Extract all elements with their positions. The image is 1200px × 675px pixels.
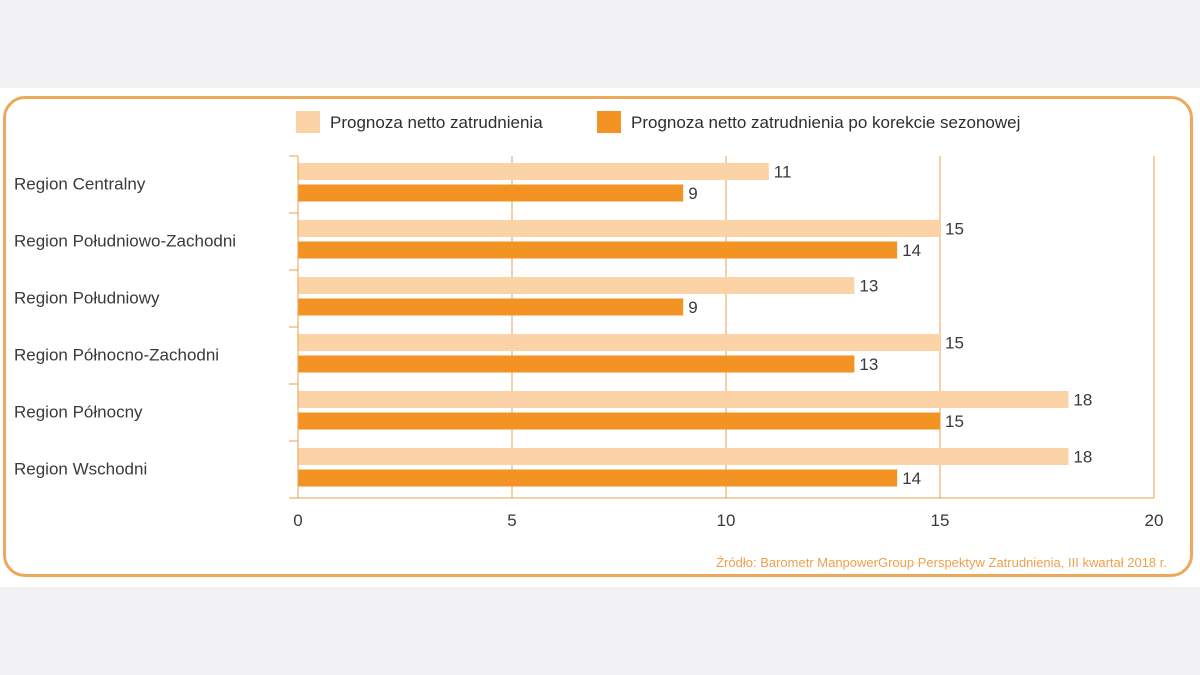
legend-swatch-1 — [296, 111, 320, 133]
bar-1-3 — [298, 277, 855, 294]
x-tick-label-10: 10 — [717, 511, 736, 530]
bar-2-2 — [298, 241, 898, 259]
value-label-1-2: 15 — [945, 220, 964, 239]
bar-2-6 — [298, 469, 898, 487]
value-label-1-3: 13 — [859, 277, 878, 296]
value-label-2-4: 13 — [859, 355, 878, 374]
value-label-2-6: 14 — [902, 469, 921, 488]
value-label-2-3: 9 — [688, 298, 697, 317]
value-label-2-2: 14 — [902, 241, 921, 260]
value-label-2-1: 9 — [688, 184, 697, 203]
bar-1-6 — [298, 448, 1069, 465]
value-label-1-5: 18 — [1073, 391, 1092, 410]
bar-1-5 — [298, 391, 1069, 408]
bar-2-1 — [298, 184, 684, 202]
x-tick-label-15: 15 — [931, 511, 950, 530]
bar-2-5 — [298, 412, 940, 430]
category-label-4: Region Północno-Zachodni — [14, 346, 219, 365]
x-tick-label-20: 20 — [1145, 511, 1164, 530]
source-note: Źródło: Barometr ManpowerGroup Perspekty… — [716, 555, 1167, 570]
value-label-2-5: 15 — [945, 412, 964, 431]
legend-swatch-2 — [597, 111, 621, 133]
bar-1-4 — [298, 334, 940, 351]
bar-1-2 — [298, 220, 940, 237]
category-label-3: Region Południowy — [14, 289, 160, 308]
value-label-1-4: 15 — [945, 334, 964, 353]
bar-chart: 11 9 Region Centralny 15 14 Region Południowo… — [14, 111, 1167, 570]
category-label-2: Region Południowo-Zachodni — [14, 232, 236, 251]
bar-2-3 — [298, 298, 684, 316]
category-label-6: Region Wschodni — [14, 460, 147, 479]
category-label-1: Region Centralny — [14, 175, 146, 194]
x-tick-label-5: 5 — [507, 511, 516, 530]
bar-1-1 — [298, 163, 769, 180]
value-label-1-6: 18 — [1073, 448, 1092, 467]
category-label-5: Region Północny — [14, 403, 143, 422]
legend-label-2: Prognoza netto zatrudnienia po korekcie … — [631, 113, 1020, 132]
value-label-1-1: 11 — [774, 163, 792, 182]
x-tick-label-0: 0 — [293, 511, 302, 530]
bar-2-4 — [298, 355, 855, 373]
legend-label-1: Prognoza netto zatrudnienia — [330, 113, 543, 132]
